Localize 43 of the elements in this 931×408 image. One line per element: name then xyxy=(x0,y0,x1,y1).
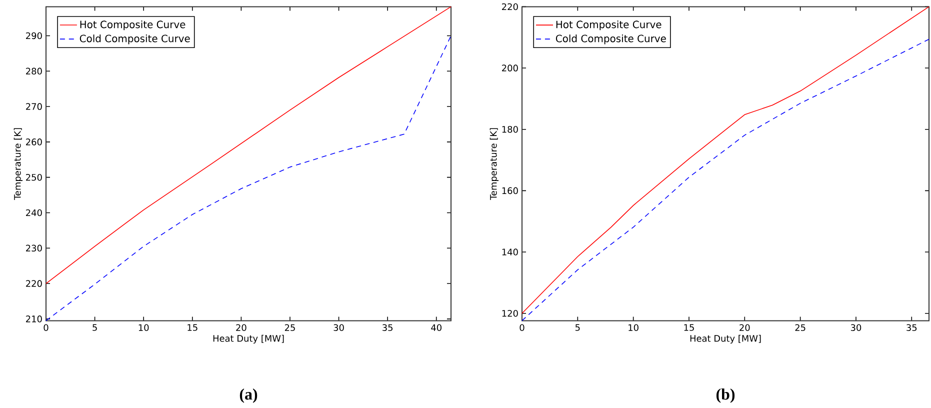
y-axis-title: Temperature [K] xyxy=(14,128,23,200)
y-tick-label: 240 xyxy=(26,209,42,216)
x-tick-label: 10 xyxy=(628,324,638,332)
x-tick-label: 40 xyxy=(431,324,442,332)
x-tick-label: 0 xyxy=(520,324,524,332)
x-tick-label: 20 xyxy=(236,324,246,332)
x-tick-label: 30 xyxy=(850,324,862,332)
x-tick-label: 30 xyxy=(334,324,344,332)
y-tick-label: 200 xyxy=(502,64,518,72)
x-tick-label: 0 xyxy=(44,324,48,332)
legend-label: Hot Composite Curve xyxy=(80,20,186,30)
y-tick-label: 180 xyxy=(502,126,518,133)
line-series xyxy=(46,6,452,284)
legend-label: Cold Composite Curve xyxy=(556,34,666,44)
legend-label: Cold Composite Curve xyxy=(80,34,190,44)
y-tick-label: 260 xyxy=(26,138,42,146)
text: (b) xyxy=(716,388,735,404)
y-tick-label: 280 xyxy=(26,68,42,75)
y-tick-label: 220 xyxy=(26,280,42,288)
y-axis-title: Temperature [K] xyxy=(490,128,499,200)
x-tick-label: 25 xyxy=(284,324,295,332)
y-tick-label: 210 xyxy=(26,316,42,322)
x-tick-label: 10 xyxy=(138,324,149,332)
x-axis-title: Heat Duty [MW] xyxy=(213,334,284,344)
legend-label: Hot Composite Curve xyxy=(556,20,662,30)
x-axis-title: Heat Duty [MW] xyxy=(690,334,761,344)
y-tick-label: 120 xyxy=(502,310,518,317)
x-tick-label: 35 xyxy=(906,324,917,332)
x-tick-label: 35 xyxy=(382,324,392,332)
x-tick-label: 15 xyxy=(684,324,694,332)
x-tick-label: 25 xyxy=(795,324,806,332)
y-tick-label: 230 xyxy=(26,244,42,252)
x-tick-label: 5 xyxy=(92,324,97,332)
y-tick-label: 220 xyxy=(502,3,518,10)
x-tick-label: 15 xyxy=(188,324,198,332)
x-tick-label: 5 xyxy=(576,324,580,332)
y-tick-label: 250 xyxy=(26,174,42,181)
y-tick-label: 160 xyxy=(502,187,518,194)
y-tick-label: 140 xyxy=(502,248,518,256)
text: (a) xyxy=(240,388,258,404)
y-tick-label: 290 xyxy=(26,32,42,40)
x-tick-label: 20 xyxy=(740,324,750,332)
y-tick-label: 270 xyxy=(26,103,42,110)
